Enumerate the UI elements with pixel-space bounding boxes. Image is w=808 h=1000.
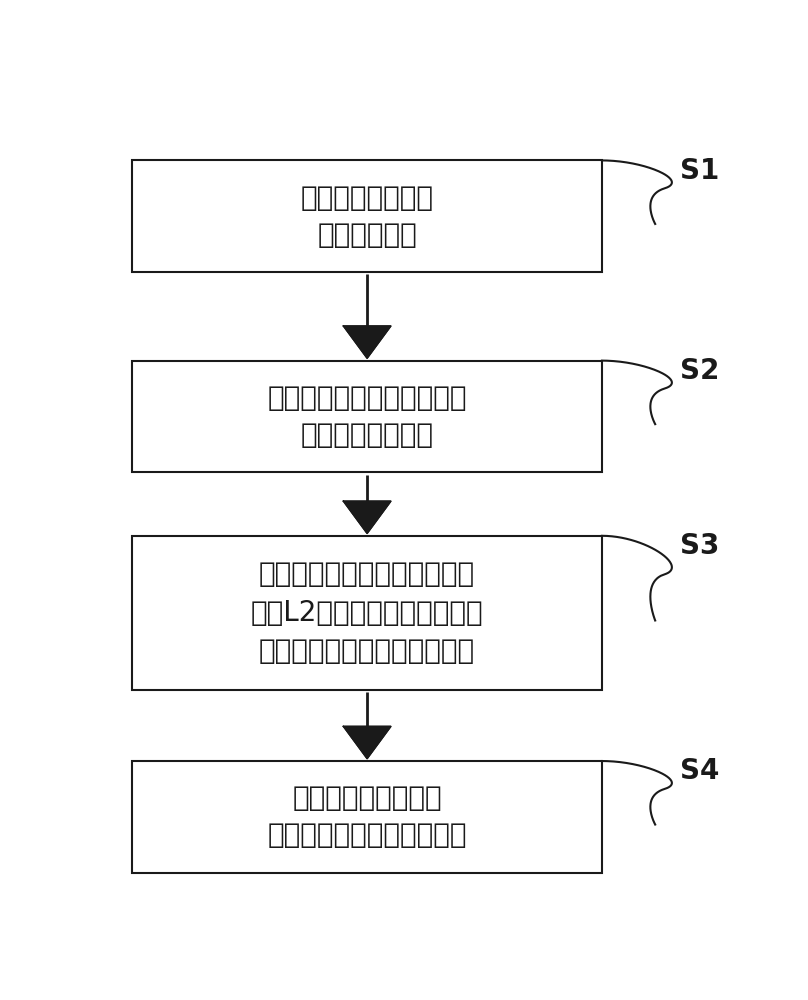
Bar	[133, 361, 602, 472]
Text: 根据原始地震数据: 根据原始地震数据	[301, 184, 434, 212]
Bar	[133, 761, 602, 873]
Text: 得到反射系数迭代求解公式: 得到反射系数迭代求解公式	[267, 821, 467, 849]
Text: 角约束的多道反褂积目标函数: 角约束的多道反褂积目标函数	[259, 637, 475, 665]
Text: 计算地层倾角: 计算地层倾角	[318, 221, 417, 249]
Text: 根据地层倾角计算反射系数: 根据地层倾角计算反射系数	[267, 384, 467, 412]
Text: S4: S4	[680, 757, 720, 785]
Text: 进行L2范数约束，构建具有倾: 进行L2范数约束，构建具有倾	[250, 599, 483, 627]
Text: 沿倾角方向的导数: 沿倾角方向的导数	[301, 421, 434, 449]
Text: S2: S2	[680, 357, 720, 385]
Polygon shape	[343, 326, 391, 358]
Text: S3: S3	[680, 532, 720, 560]
Bar	[133, 536, 602, 690]
Text: 对反射系数沿倾角方向的导数: 对反射系数沿倾角方向的导数	[259, 560, 475, 588]
Polygon shape	[343, 726, 391, 759]
Polygon shape	[343, 501, 391, 533]
Text: 求解反褂积目标函数: 求解反褂积目标函数	[292, 784, 442, 812]
Bar	[133, 160, 602, 272]
Text: S1: S1	[680, 157, 719, 185]
